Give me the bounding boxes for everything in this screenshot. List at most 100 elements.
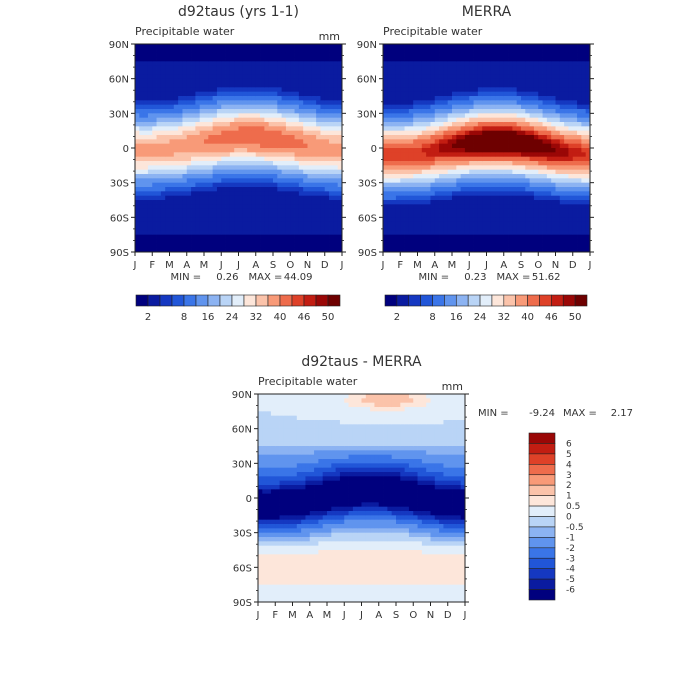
heat-cell (482, 70, 487, 75)
heat-cell (182, 52, 188, 58)
heat-cell (294, 169, 300, 175)
heat-cell (486, 208, 492, 214)
heat-cell (221, 221, 226, 227)
heat-cell (266, 524, 272, 529)
heat-cell (499, 191, 505, 197)
heat-cell (383, 91, 388, 97)
heat-cell (482, 44, 487, 49)
heat-cell (247, 213, 252, 218)
heat-cell (577, 74, 582, 80)
heat-cell (147, 52, 153, 58)
heat-cell (337, 135, 343, 140)
heat-cell (564, 152, 569, 158)
heat-cell (273, 226, 278, 231)
heat-cell (195, 135, 201, 140)
heat-cell (447, 247, 453, 253)
heat-cell (199, 243, 205, 249)
heat-cell (316, 182, 321, 188)
heat-cell (195, 247, 201, 253)
heat-cell (447, 148, 453, 153)
heat-cell (262, 437, 268, 443)
heat-cell (564, 109, 569, 114)
heat-cell (298, 135, 304, 140)
heat-cell (482, 65, 487, 71)
heat-cell (229, 230, 235, 236)
heat-cell (182, 44, 188, 49)
heat-cell (417, 204, 423, 210)
heat-cell (285, 96, 291, 101)
heat-cell (529, 44, 535, 49)
heat-cell (508, 48, 513, 54)
heat-cell (469, 70, 474, 75)
heat-cell (383, 182, 388, 188)
heat-cell (216, 44, 222, 49)
heat-cell (320, 113, 326, 119)
heat-cell (266, 506, 272, 512)
heat-cell (229, 57, 235, 62)
heat-cell (413, 44, 418, 49)
heat-cell (316, 52, 321, 58)
heat-cell (329, 174, 334, 179)
heat-cell (216, 217, 222, 223)
heat-cell (529, 239, 535, 244)
heat-cell (238, 83, 244, 88)
heat-cell (464, 243, 470, 249)
heat-cell (473, 213, 479, 218)
heat-cell (266, 489, 272, 495)
heat-cell (266, 394, 272, 399)
heat-cell (477, 44, 483, 49)
heat-cell (169, 152, 175, 158)
heat-cell (508, 156, 513, 162)
heat-cell (260, 213, 265, 218)
heat-cell (529, 126, 535, 132)
heat-cell (281, 208, 287, 214)
heat-cell (281, 109, 287, 114)
heat-cell (555, 44, 561, 49)
heat-cell (564, 117, 569, 123)
heat-cell (413, 217, 418, 223)
heat-cell (234, 104, 239, 110)
heat-cell (533, 221, 539, 227)
heat-cell (307, 187, 313, 192)
heat-cell (251, 139, 257, 145)
heat-cell (473, 52, 479, 58)
heat-cell (333, 204, 339, 210)
heat-cell (258, 407, 263, 412)
heat-cell (294, 234, 300, 240)
heat-cell (482, 169, 487, 175)
heat-cell (512, 208, 518, 214)
heat-cell (320, 156, 326, 162)
heat-cell (413, 200, 418, 205)
heat-cell (469, 182, 474, 188)
heat-cell (260, 182, 265, 188)
heat-cell (277, 226, 283, 231)
heat-cell (387, 52, 393, 58)
heat-cell (391, 48, 397, 54)
heat-cell (456, 204, 462, 210)
heat-cell (395, 57, 401, 62)
heat-cell (477, 208, 483, 214)
heat-cell (391, 239, 397, 244)
heat-cell (434, 70, 440, 75)
heat-cell (447, 78, 453, 84)
heat-cell (525, 165, 531, 171)
heat-cell (178, 234, 183, 240)
heat-cell (204, 91, 209, 97)
heat-cell (294, 44, 300, 49)
colorbar-swatch (384, 294, 398, 307)
heat-cell (242, 44, 248, 49)
heat-cell (490, 78, 496, 84)
heat-cell (473, 247, 479, 253)
heat-cell (221, 204, 226, 210)
heat-cell (387, 204, 393, 210)
heat-cell (273, 165, 278, 171)
heat-cell (503, 83, 509, 88)
heat-cell (298, 247, 304, 253)
heat-cell (208, 70, 214, 75)
heat-cell (408, 91, 414, 97)
heat-cell (273, 113, 278, 119)
heat-cell (495, 61, 500, 67)
heat-cell (160, 204, 166, 210)
heat-cell (473, 126, 479, 132)
heat-cell (516, 135, 522, 140)
